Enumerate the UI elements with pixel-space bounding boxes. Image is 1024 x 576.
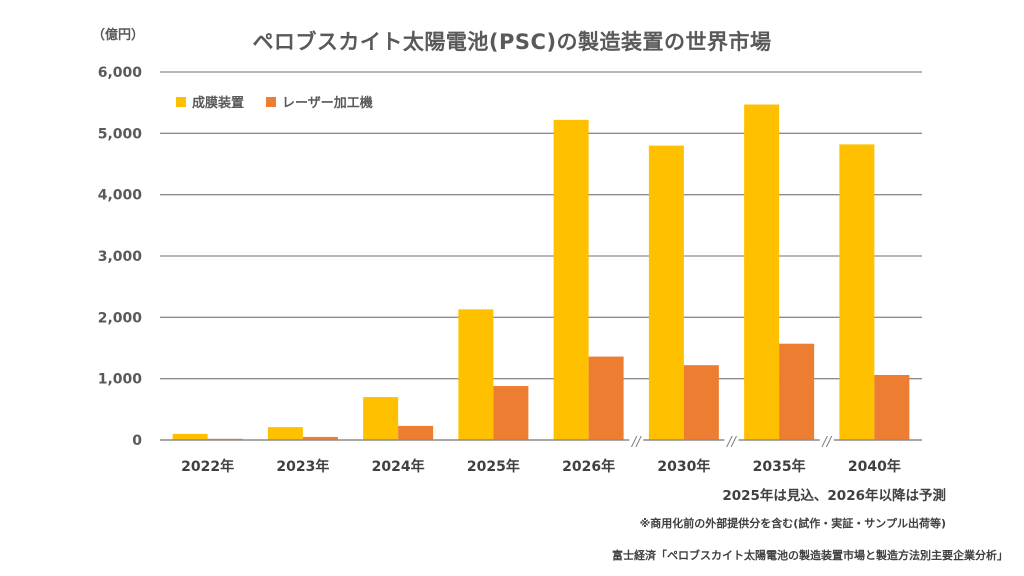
bar-film-deposition [553, 119, 589, 440]
bar-laser-processing [874, 374, 910, 440]
forecast-note: 2025年は見込、2026年以降は予測 [722, 488, 946, 504]
x-tick-label: 2022年 [181, 458, 234, 475]
y-tick-label: 4,000 [98, 188, 143, 204]
x-tick-label: 2025年 [467, 458, 520, 475]
y-axis-unit-label: （億円） [92, 28, 145, 43]
bar-film-deposition [839, 144, 875, 440]
bar-laser-processing [398, 425, 434, 440]
x-tick-label: 2040年 [848, 458, 901, 475]
y-tick-label: 5,000 [98, 126, 143, 142]
bar-film-deposition [648, 145, 684, 440]
bar-laser-processing [493, 386, 529, 440]
legend-swatch-film-deposition [176, 96, 186, 107]
legend-label: 成膜装置 [192, 96, 245, 111]
bar-laser-processing [683, 365, 719, 440]
bar-film-deposition [172, 433, 208, 440]
x-tick-label: 2024年 [372, 458, 425, 475]
y-tick-label: 0 [132, 433, 142, 449]
bar-laser-processing [302, 436, 338, 440]
bar-film-deposition [267, 427, 303, 440]
x-tick-label: 2035年 [753, 458, 806, 475]
bar-laser-processing [779, 343, 815, 440]
chart-title: ペロブスカイト太陽電池(PSC)の製造装置の世界市場 [252, 30, 772, 54]
y-tick-label: 6,000 [98, 65, 143, 81]
bar-film-deposition [363, 397, 399, 440]
bar-film-deposition [744, 104, 780, 441]
axis-break-mark: // [821, 435, 832, 450]
legend-label: レーザー加工機 [282, 96, 373, 111]
legend: 成膜装置 レーザー加工機 [176, 92, 373, 111]
y-tick-label: 1,000 [98, 372, 143, 388]
footnote: ※商用化前の外部提供分を含む(試作・実証・サンプル出荷等) [639, 517, 946, 530]
y-tick-label: 3,000 [98, 249, 143, 265]
x-tick-label: 2026年 [562, 458, 615, 475]
axis-break-mark: // [726, 435, 737, 450]
axis-break-mark: // [631, 435, 642, 450]
legend-item-laser-processing: レーザー加工機 [266, 92, 373, 111]
bar-laser-processing [588, 356, 624, 440]
bar-film-deposition [458, 309, 494, 440]
x-tick-label: 2023年 [276, 458, 329, 475]
legend-swatch-laser-processing [266, 96, 277, 107]
legend-item-film-deposition: 成膜装置 [176, 92, 244, 111]
source-citation: 富士経済「ペロブスカイト太陽電池の製造装置市場と製造方法別主要企業分析」 [612, 549, 1008, 562]
y-tick-label: 2,000 [98, 310, 143, 326]
x-tick-label: 2030年 [657, 458, 710, 475]
